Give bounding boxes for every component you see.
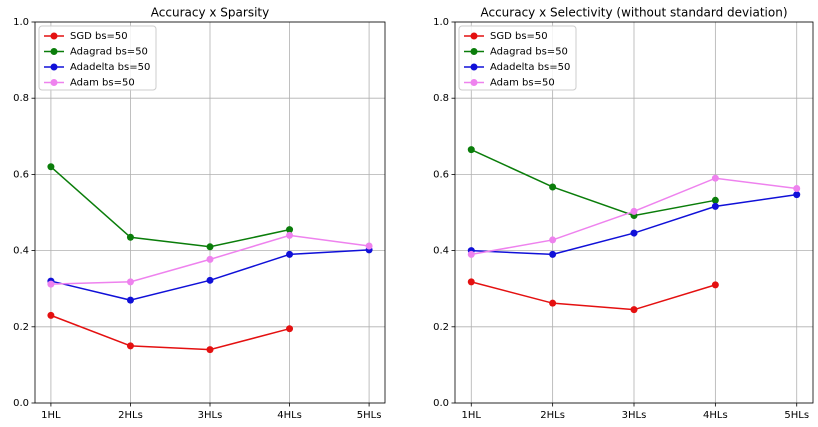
legend-label: SGD bs=50 bbox=[70, 31, 128, 42]
point bbox=[126, 296, 134, 304]
point bbox=[126, 342, 134, 350]
y-tick-label: 0.8 bbox=[433, 93, 449, 104]
point bbox=[286, 250, 294, 258]
point bbox=[467, 250, 475, 258]
point bbox=[549, 299, 557, 307]
point bbox=[711, 281, 719, 289]
point bbox=[206, 243, 214, 251]
point bbox=[206, 255, 214, 263]
legend-marker bbox=[50, 48, 58, 55]
y-tick-label: 0.0 bbox=[433, 398, 449, 409]
y-tick-label: 1.0 bbox=[13, 17, 29, 28]
x-tick-label: 1HL bbox=[41, 410, 61, 421]
point bbox=[206, 346, 214, 354]
point bbox=[549, 183, 557, 191]
plot-frame bbox=[34, 21, 386, 404]
point bbox=[365, 242, 373, 250]
legend-label: Adam bs=50 bbox=[490, 78, 555, 89]
y-tick-label: 0.8 bbox=[13, 93, 29, 104]
point bbox=[711, 174, 719, 182]
chart-title: Accuracy x Sparsity bbox=[151, 6, 269, 20]
point bbox=[206, 276, 214, 284]
legend-marker bbox=[50, 63, 58, 71]
legend-marker bbox=[470, 63, 478, 71]
point bbox=[793, 184, 801, 192]
legend-box bbox=[38, 25, 157, 91]
x-tick-label: 5HLs bbox=[784, 410, 809, 421]
x-tick-label: 2HLs bbox=[540, 410, 565, 421]
x-tick-label: 3HLs bbox=[622, 410, 647, 421]
x-tick-label: 1HL bbox=[462, 410, 482, 421]
point bbox=[286, 325, 294, 333]
point bbox=[793, 191, 801, 199]
line bbox=[50, 166, 290, 248]
legend-label: Adagrad bs=50 bbox=[490, 47, 568, 58]
line bbox=[50, 314, 290, 351]
point bbox=[711, 196, 719, 204]
legend-label: Adagrad bs=50 bbox=[70, 47, 148, 58]
line bbox=[470, 148, 716, 217]
y-tick-label: 0.2 bbox=[433, 322, 449, 333]
y-tick-label: 1.0 bbox=[433, 17, 449, 28]
y-tick-label: 0.2 bbox=[13, 322, 29, 333]
point bbox=[467, 146, 475, 154]
point bbox=[711, 202, 719, 210]
point bbox=[47, 163, 55, 171]
point bbox=[630, 229, 638, 237]
chart: Accuracy x Sparsity 0.0 0.2 0.4 0.6 0.8 1.0 1HL… bbox=[13, 6, 386, 421]
line bbox=[471, 281, 716, 311]
point bbox=[286, 231, 294, 239]
chart: Accuracy x Selectivity (without standard… bbox=[433, 6, 814, 421]
point bbox=[549, 236, 557, 244]
point bbox=[47, 311, 55, 319]
legend-marker bbox=[470, 32, 478, 40]
point bbox=[126, 278, 134, 286]
y-tick-label: 0.4 bbox=[433, 246, 449, 257]
y-tick-label: 0.4 bbox=[13, 246, 29, 257]
point bbox=[467, 278, 475, 286]
legend-label: Adadelta bs=50 bbox=[490, 62, 570, 73]
x-tick-label: 4HLs bbox=[703, 410, 728, 421]
y-tick-label: 0.6 bbox=[433, 169, 449, 180]
legend-box bbox=[458, 25, 577, 91]
x-tick-label: 3HLs bbox=[198, 410, 223, 421]
legend-marker bbox=[470, 48, 478, 55]
chart-title: Accuracy x Selectivity (without standard… bbox=[480, 6, 787, 20]
legend: SGD bs=50 Adagrad bs=50 Adadelta bs=50 Adam… bbox=[458, 25, 577, 91]
point bbox=[47, 280, 55, 288]
point bbox=[286, 226, 294, 234]
x-tick-label: 4HLs bbox=[277, 410, 302, 421]
legend-label: Adadelta bs=50 bbox=[70, 62, 150, 73]
legend-marker bbox=[470, 79, 478, 86]
legend-marker bbox=[50, 79, 58, 86]
y-tick-label: 0.0 bbox=[13, 398, 29, 409]
point bbox=[630, 306, 638, 314]
point bbox=[126, 233, 134, 241]
y-tick-label: 0.6 bbox=[13, 169, 29, 180]
legend-marker bbox=[50, 32, 58, 40]
legend-label: Adam bs=50 bbox=[70, 78, 135, 89]
x-tick-label: 2HLs bbox=[118, 410, 143, 421]
x-tick-label: 5HLs bbox=[357, 410, 382, 421]
point bbox=[630, 207, 638, 215]
point bbox=[549, 250, 557, 258]
legend-label: SGD bs=50 bbox=[490, 31, 548, 42]
plot-frame bbox=[454, 21, 814, 404]
legend: SGD bs=50 Adagrad bs=50 Adadelta bs=50 Adam… bbox=[38, 25, 157, 91]
